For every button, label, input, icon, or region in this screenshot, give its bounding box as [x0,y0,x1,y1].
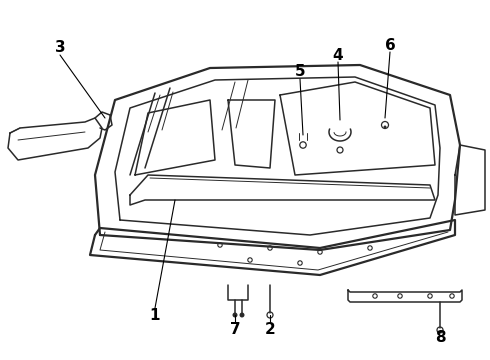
Text: 5: 5 [294,64,305,80]
Text: 3: 3 [55,40,65,55]
Circle shape [384,126,387,129]
Text: 8: 8 [435,330,445,346]
Circle shape [232,312,238,318]
Text: 4: 4 [333,48,343,63]
Text: 6: 6 [385,37,395,53]
Text: 1: 1 [150,307,160,323]
Text: 2: 2 [265,323,275,338]
Circle shape [240,312,245,318]
Text: 7: 7 [230,323,240,338]
